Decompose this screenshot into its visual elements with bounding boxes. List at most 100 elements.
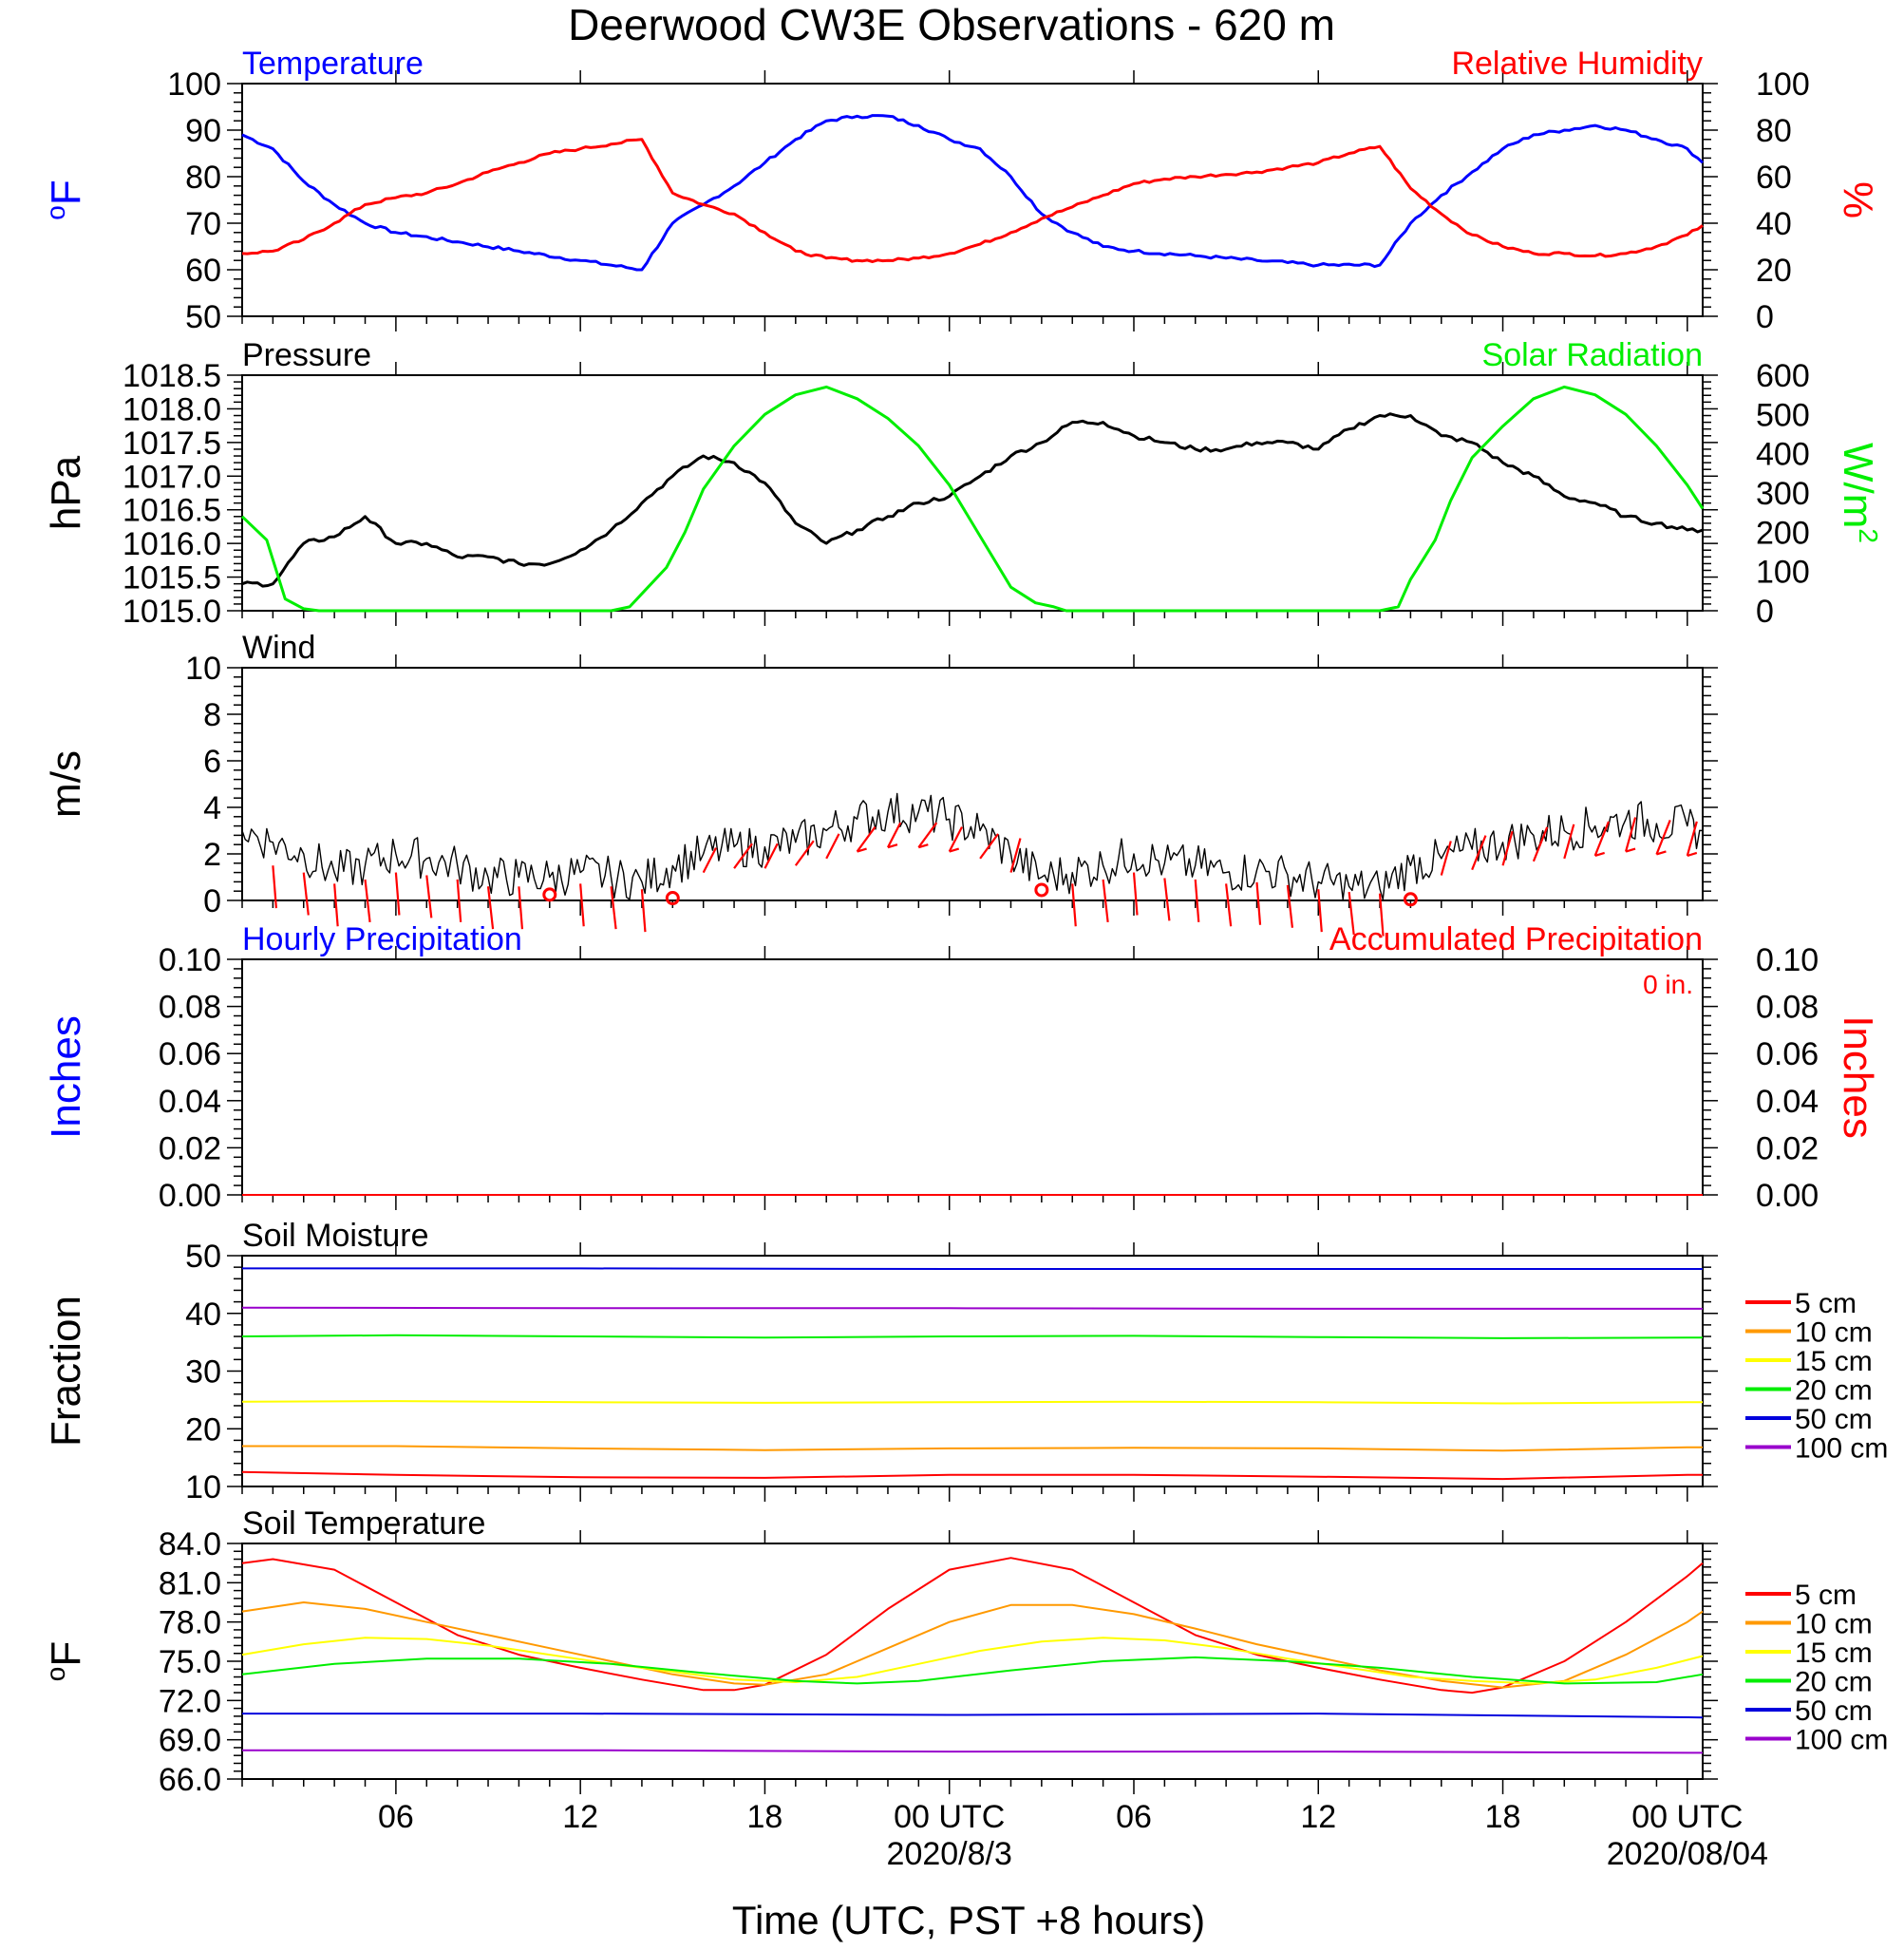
y-tick-label-left: 0.00	[159, 1178, 221, 1214]
wind-barb	[1286, 884, 1294, 928]
x-tick-label: 12	[1300, 1799, 1336, 1835]
wind-barb	[1348, 892, 1355, 936]
y-tick-label-right: 80	[1756, 113, 1792, 149]
series-50-cm	[242, 1267, 1703, 1270]
panel-title-right: Solar Radiation	[1482, 337, 1703, 373]
plot-frame	[241, 1543, 1704, 1780]
wind-barb	[1686, 821, 1698, 857]
series-10-cm	[242, 1445, 1703, 1452]
panel-title-right: Relative Humidity	[1451, 46, 1703, 82]
y-tick-label-left: 84.0	[159, 1526, 221, 1562]
y-tick-label-left: 50	[185, 299, 221, 335]
wind-barb	[1532, 826, 1549, 862]
y-tick-label-left: 1017.0	[123, 459, 221, 495]
y-tick-label-left: 69.0	[159, 1723, 221, 1759]
x-tick-label: 06	[378, 1799, 414, 1835]
series-20-cm	[241, 1334, 1703, 1339]
wind-barb	[948, 826, 963, 853]
series-100-cm	[241, 1306, 1703, 1310]
series-wind	[241, 792, 1704, 900]
plot-frame	[241, 83, 1704, 317]
wind-barb-flag	[1625, 847, 1636, 853]
legend-label: 20 cm	[1795, 1667, 1873, 1698]
plot-frame	[241, 958, 1704, 1196]
legend-label: 20 cm	[1795, 1375, 1873, 1407]
plot-frame	[241, 374, 1704, 612]
wind-barb	[1440, 841, 1452, 876]
wind-barb	[1071, 883, 1077, 927]
y-tick-label-left: 1015.5	[123, 560, 221, 596]
y-axis-label-left: Fraction	[43, 1296, 89, 1447]
legend-label: 50 cm	[1795, 1404, 1873, 1435]
series-10-cm	[241, 1601, 1704, 1689]
y-tick-label-left: 72.0	[159, 1683, 221, 1719]
wind-barb	[979, 833, 999, 860]
wind-barb-flag	[1594, 851, 1605, 858]
y-tick-label-left: 8	[203, 697, 221, 733]
y-tick-label-right: 0.06	[1756, 1036, 1819, 1072]
wind-barb	[1132, 872, 1139, 916]
panel-title-left: Temperature	[242, 46, 424, 82]
wind-barb	[1163, 878, 1171, 921]
wind-barb	[610, 886, 617, 930]
wind-barb	[486, 886, 495, 930]
y-tick-label-right: 20	[1756, 253, 1792, 289]
plot-frame	[241, 667, 1704, 901]
y-tick-label-right: 500	[1756, 397, 1810, 433]
wind-barb-flag	[918, 843, 929, 849]
wind-barb-flag	[887, 843, 898, 849]
y-tick-label-left: 1018.5	[123, 358, 221, 394]
y-tick-label-left: 1016.5	[123, 493, 221, 529]
panel-temp_rh: 50 60 70 80 90 100 0 20 40 60 80 100 Temperature Rela…	[41, 46, 1881, 335]
y-tick-label-right: 40	[1756, 206, 1792, 242]
wind-barb	[1624, 817, 1637, 852]
wind-barb	[1255, 881, 1262, 925]
wind-barb	[1009, 838, 1022, 873]
y-tick-label-right: 0.10	[1756, 942, 1819, 978]
series-20-cm	[241, 1656, 1704, 1685]
legend-label: 5 cm	[1795, 1580, 1857, 1611]
legend-label: 15 cm	[1795, 1638, 1873, 1669]
x-tick-label: 18	[747, 1799, 783, 1835]
y-tick-label-left: 50	[185, 1239, 221, 1275]
wind-barb	[825, 833, 840, 860]
series-relative-humidity	[241, 138, 1704, 263]
legend-label: 15 cm	[1795, 1346, 1873, 1377]
y-tick-label-left: 40	[185, 1297, 221, 1333]
y-tick-label-left: 0	[203, 883, 221, 919]
y-tick-label-left: 66.0	[159, 1762, 221, 1798]
y-tick-label-left: 2	[203, 837, 221, 873]
y-tick-label-left: 78.0	[159, 1605, 221, 1641]
y-tick-label-right: 400	[1756, 437, 1810, 473]
y-tick-label-left: 80	[185, 160, 221, 196]
wind-barb	[1655, 820, 1671, 855]
x-tick-label: 12	[562, 1799, 598, 1835]
y-axis-label-left: m/s	[43, 750, 89, 818]
y-tick-label-left: 100	[167, 66, 221, 103]
legend-label: 50 cm	[1795, 1695, 1873, 1727]
y-tick-label-left: 4	[203, 790, 221, 826]
panel-title-left: Soil Temperature	[242, 1505, 485, 1542]
wind-barb-flag	[1656, 850, 1667, 856]
wind-barb	[1501, 830, 1514, 866]
y-axis-label-left: oF	[41, 1641, 89, 1681]
wind-barb	[1102, 879, 1109, 922]
y-tick-label-left: 0.08	[159, 990, 221, 1026]
y-tick-label-left: 1017.5	[123, 426, 221, 462]
legend-label: 100 cm	[1795, 1725, 1888, 1756]
x-date-label: 2020/8/3	[887, 1836, 1012, 1872]
legend-label: 5 cm	[1795, 1288, 1857, 1319]
calm-marker	[542, 887, 557, 902]
chart-title: Deerwood CW3E Observations - 620 m	[568, 0, 1335, 49]
wind-barb	[702, 847, 717, 874]
y-tick-label-left: 10	[185, 651, 221, 687]
x-axis-label: Time (UTC, PST +8 hours)	[732, 1898, 1205, 1942]
y-tick-label-right: 0.00	[1756, 1178, 1819, 1214]
x-tick-label: 06	[1116, 1799, 1152, 1835]
y-axis-label-right: Inches	[1835, 1015, 1881, 1139]
y-tick-label-left: 6	[203, 744, 221, 780]
y-tick-label-left: 81.0	[159, 1565, 221, 1601]
y-tick-label-right: 60	[1756, 160, 1792, 196]
plot-frame	[241, 1255, 1704, 1487]
